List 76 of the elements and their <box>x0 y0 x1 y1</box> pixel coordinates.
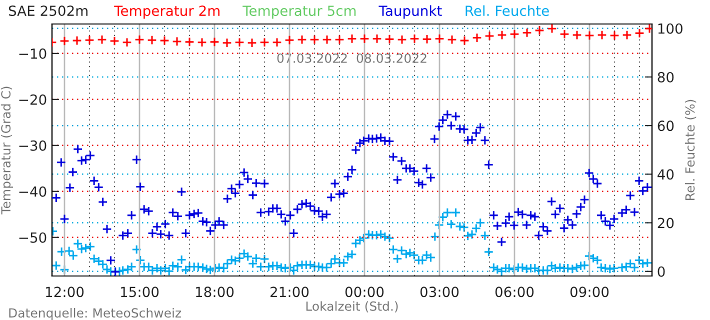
point <box>597 30 607 40</box>
y2-tick-label: 100 <box>658 23 682 34</box>
point <box>460 36 470 46</box>
chart-title: SAE 2502m <box>8 6 88 16</box>
point <box>572 30 582 40</box>
point <box>247 38 257 48</box>
point <box>222 38 232 48</box>
point <box>160 36 170 46</box>
x-tick-label: 03:00 <box>420 286 459 298</box>
x-tick-label: 09:00 <box>570 286 609 298</box>
y2-tick-label: 20 <box>658 218 674 228</box>
point <box>547 24 557 34</box>
x-tick-label: 00:00 <box>345 286 384 298</box>
point <box>634 28 644 38</box>
y-tick-label: −20 <box>19 94 46 105</box>
x-tick-label: 06:00 <box>495 286 534 298</box>
y2-tick-label: 60 <box>658 120 674 132</box>
point <box>147 35 157 46</box>
x-tick-label: 21:00 <box>270 286 309 298</box>
point <box>297 34 307 45</box>
point <box>484 31 494 41</box>
point <box>234 37 244 48</box>
point <box>110 36 120 46</box>
point <box>522 28 532 38</box>
point <box>272 37 282 48</box>
annotation: 07.03.2022 08.03.2022 <box>277 53 426 63</box>
y-tick-label: −10 <box>19 48 46 59</box>
point <box>210 37 220 47</box>
point <box>197 37 207 48</box>
point <box>260 37 270 48</box>
y-tick-label: −50 <box>19 232 46 243</box>
point <box>184 37 194 47</box>
point <box>122 37 132 48</box>
legend-label: Temperatur 5cm <box>242 6 356 19</box>
point <box>372 34 382 44</box>
point <box>497 30 507 40</box>
x-tick-label: 18:00 <box>196 286 234 298</box>
point <box>560 29 570 40</box>
y2-axis-title: Rel. Feuchte (%) <box>685 100 696 200</box>
point <box>447 34 457 45</box>
y2-tick-label: 0 <box>658 266 665 277</box>
series-label: Temperatur 2m <box>114 6 220 19</box>
point <box>172 36 182 46</box>
y-tick-label: −40 <box>19 186 46 197</box>
point <box>510 29 520 40</box>
point <box>534 26 544 36</box>
point <box>422 34 432 44</box>
point <box>334 34 344 45</box>
point <box>284 35 294 46</box>
x-axis-title: Lokalzeit (Std.) <box>306 301 398 312</box>
y-axis-title: Temperatur (Grad C) <box>0 86 13 214</box>
text: Taupunkt <box>378 5 442 19</box>
point <box>434 34 444 44</box>
text: Rel. Feuchte <box>466 5 549 16</box>
point <box>622 30 632 40</box>
x-tick-label: 15:00 <box>121 286 159 298</box>
point <box>610 30 620 40</box>
point <box>84 35 94 46</box>
point <box>410 34 420 44</box>
text: Datenquelle: MeteoSchweiz <box>9 308 182 320</box>
point <box>472 32 482 43</box>
y-tick-label: −30 <box>19 140 46 151</box>
point <box>347 34 357 44</box>
point <box>97 34 107 45</box>
point <box>384 34 394 44</box>
point <box>310 34 320 45</box>
point <box>584 30 594 40</box>
y2-tick-label: 80 <box>658 72 674 82</box>
point <box>60 36 70 46</box>
point <box>397 34 407 45</box>
point <box>134 34 144 45</box>
point <box>322 34 332 45</box>
point <box>360 34 370 44</box>
point <box>72 36 82 46</box>
x-tick-label: 12:00 <box>46 286 84 298</box>
y2-tick-label: 40 <box>658 169 674 180</box>
